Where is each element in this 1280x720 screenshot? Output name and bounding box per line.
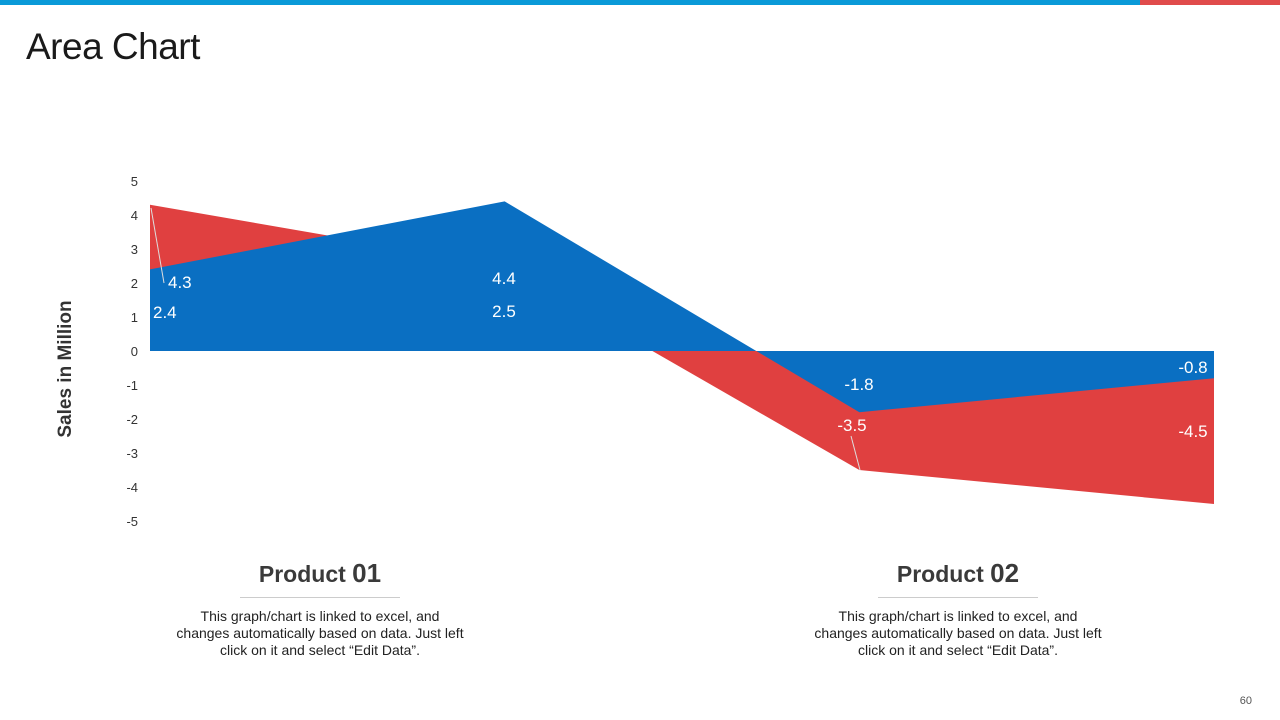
y-tick-label: -2: [126, 412, 138, 427]
product-title-1: Product 01: [240, 558, 400, 598]
page-number: 60: [1239, 695, 1252, 707]
top-accent-bar-blue: [0, 0, 1140, 5]
y-tick-label: -3: [126, 446, 138, 461]
data-label: -0.8: [1178, 358, 1207, 377]
y-tick-label: -5: [126, 514, 138, 529]
data-label: 2.4: [153, 303, 177, 322]
data-label: -3.5: [837, 416, 866, 435]
product-title-1-label: Product: [258, 561, 353, 587]
page-title: Area Chart: [26, 26, 200, 67]
data-label: -1.8: [844, 375, 873, 394]
area-series-2: [150, 201, 1214, 413]
leader-line: [850, 435, 861, 471]
product-title-2-label: Product: [896, 561, 991, 587]
product-number-2: 02: [990, 558, 1020, 588]
product-description-1: This graph/chart is linked to excel, and…: [176, 608, 464, 658]
data-label: 4.3: [168, 273, 192, 292]
y-tick-label: -4: [126, 480, 138, 495]
product-description-2: This graph/chart is linked to excel, and…: [814, 608, 1102, 658]
y-tick-label: 5: [131, 174, 138, 189]
top-accent-bar-red: [1140, 0, 1280, 5]
y-tick-label: 1: [131, 310, 138, 325]
product-number-1: 01: [352, 558, 382, 588]
data-label: -4.5: [1178, 422, 1207, 441]
data-label: 2.5: [492, 302, 516, 321]
y-tick-label: 4: [131, 208, 138, 223]
y-tick-label: 2: [131, 276, 138, 291]
product-title-2: Product 02: [878, 558, 1038, 598]
y-tick-label: 3: [131, 242, 138, 257]
y-tick-label: -1: [126, 378, 138, 393]
leader-line: [150, 207, 165, 284]
data-label: 4.4: [492, 269, 516, 288]
y-axis-label: Sales in Million: [55, 300, 76, 437]
product-card-2: Product 02 This graph/chart is linked to…: [798, 558, 1118, 659]
product-card-1: Product 01 This graph/chart is linked to…: [160, 558, 480, 659]
y-tick-label: 0: [131, 344, 138, 359]
